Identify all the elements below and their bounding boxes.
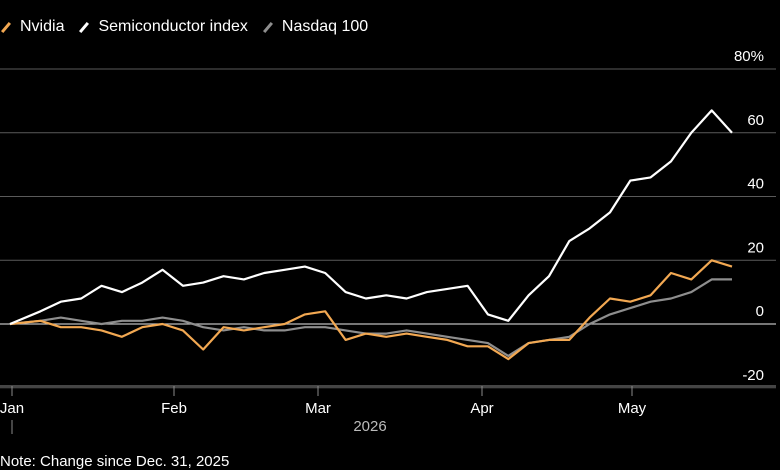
legend-item-nasdaq-100: Nasdaq 100 [262, 18, 368, 36]
series-line-nvidia [9, 259, 733, 361]
x-tick-label: Mar [305, 400, 331, 417]
x-tick-label: Apr [470, 400, 493, 417]
legend-item-nvidia: Nvidia [0, 18, 64, 36]
legend-item-semiconductor-index: Semiconductor index [78, 18, 248, 36]
y-tick-label: 20 [747, 239, 764, 256]
y-tick-label: 60 [747, 112, 764, 129]
legend-label-semiconductor-index: Semiconductor index [98, 18, 248, 35]
x-tick-label: May [618, 400, 647, 417]
legend-label-nasdaq-100: Nasdaq 100 [281, 18, 369, 35]
series-line-nasdaq-100 [9, 278, 732, 357]
x-tick-label: Feb [161, 400, 187, 417]
y-tick-label: 40 [747, 176, 764, 193]
year-label: 2026 [353, 418, 386, 435]
y-tick-label: 80% [734, 48, 764, 65]
legend: Nvidia Semiconductor index Nasdaq 100 [0, 16, 368, 38]
x-tick-label: Jan [0, 400, 24, 417]
legend-label-nvidia: Nvidia [20, 18, 65, 35]
chart-note: Note: Change since Dec. 31, 2025 [0, 453, 230, 470]
y-tick-label: 0 [756, 303, 764, 320]
y-tick-label: -20 [742, 367, 764, 384]
series-line-semiconductor-index [9, 109, 733, 326]
